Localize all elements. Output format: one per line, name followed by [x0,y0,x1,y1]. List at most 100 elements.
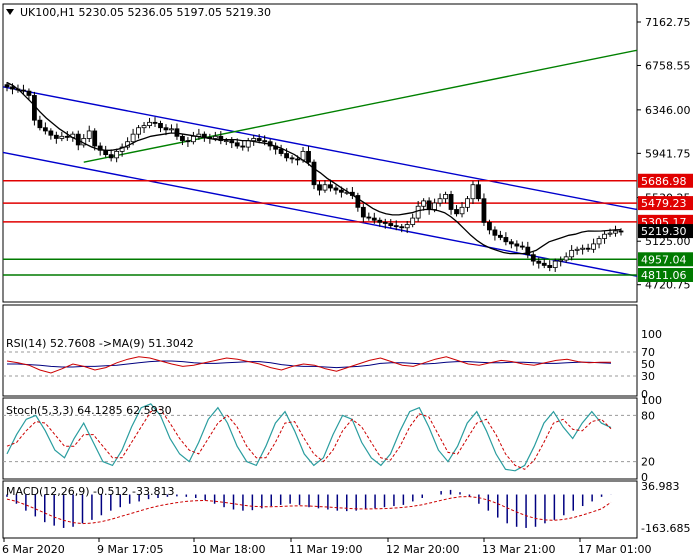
time-axis-label: 12 Mar 20:00 [386,543,459,556]
candle-body [607,232,613,235]
candle-body [410,217,416,225]
support-level-tag [638,252,693,267]
candle-body [388,223,394,227]
channel-upper-line[interactable] [2,86,638,211]
candle-body [212,135,218,139]
candle-body [596,238,602,245]
candle-body [53,134,59,139]
candle-body [585,247,591,250]
candle-body [169,128,174,131]
price-axis-tick-label: 6758.55 [645,59,691,72]
candle-body [21,89,26,92]
candle-body [240,145,246,148]
candle-body [503,237,509,243]
candle-body [262,140,268,143]
candle-body [48,130,54,136]
resistance-level-tag [638,196,693,211]
symbol-dropdown-icon[interactable] [6,9,14,15]
candle-body [59,135,65,139]
candle-body [234,142,240,147]
candle-body [547,265,553,268]
rsi-axis-tick-label: 100 [641,328,662,341]
current-price-label: 5219.30 [641,225,687,238]
candle-body [163,127,169,131]
candle-body [476,184,481,200]
candle-body [443,194,448,200]
time-axis-label: 6 Mar 2020 [2,543,65,556]
candle-body [278,148,284,154]
stoch-indicator-label: Stoch(5,3,3) 64.1285 62.5930 [6,404,172,417]
candle-body [393,225,399,228]
candle-body [602,233,607,239]
candle-body [487,221,492,231]
candle-body [180,135,185,142]
candle-body [256,138,262,142]
candle-body [218,135,224,142]
rsi-ma-line [7,360,612,369]
candle-body [37,119,43,129]
price-axis-tick-label: 7162.75 [645,16,691,29]
candle-body [613,230,618,234]
candle-body [328,184,333,189]
rsi-pane [2,304,638,397]
candle-body [130,133,136,143]
current-price-tag [638,224,693,239]
stoch-k-line [6,403,612,472]
uptrend-line[interactable] [83,49,638,163]
symbol-ohlc-header: UK100,H1 5230.05 5236.05 5197.05 5219.30 [20,6,271,19]
time-axis-label: 11 Mar 19:00 [289,543,362,556]
rsi-indicator-label: RSI(14) 52.7608 ->MA(9) 51.3042 [6,337,194,350]
candle-body [4,84,10,88]
candle-body [114,150,120,159]
candle-body [366,216,372,219]
candle-body [569,249,575,258]
candle-body [223,140,229,143]
stoch-axis-tick-label: 100 [641,394,662,407]
candle-body [26,90,32,96]
candle-body [141,125,147,129]
stoch-axis-tick-label: 20 [641,456,655,469]
candle-body [185,140,191,143]
candle-body [470,184,476,200]
candle-body [42,127,48,132]
macd-pane [2,480,638,539]
candle-body [492,229,498,236]
candle-body [295,158,300,161]
candle-body [289,157,295,160]
support-level-tag [638,267,693,282]
resistance-level-label: 5479.23 [641,197,687,210]
candle-body [399,226,405,229]
macd-signal-line [6,496,612,525]
stoch-axis-tick-label: 80 [641,409,655,422]
candle-body [311,161,317,186]
candle-body [360,206,366,218]
stoch-pane [2,397,638,480]
stoch-axis-tick-label: 0 [641,471,648,484]
candle-body [371,217,377,221]
candle-body [432,202,438,210]
candle-body [152,121,158,124]
channel-lower-line[interactable] [2,151,638,277]
candle-body [530,254,536,262]
rsi-axis-tick-label: 50 [641,358,655,371]
time-axis-label: 13 Mar 21:00 [482,543,555,556]
resistance-level-tag [638,173,693,188]
candle-body [158,123,163,129]
candle-body [421,200,427,207]
candlestick-series [4,81,624,272]
candle-body [284,153,289,159]
candle-body [306,150,311,163]
candle-body [508,241,514,245]
macd-indicator-label: MACD(12,26,9) -0.512 -33.813 [6,485,174,498]
candle-body [459,206,465,215]
candle-body [541,262,547,266]
candle-body [525,246,531,256]
time-axis-label: 10 Mar 18:00 [192,543,265,556]
time-axis-label: 17 Mar 01:00 [578,543,651,556]
candle-body [119,146,125,152]
candle-body [558,259,564,262]
candle-body [103,149,109,156]
candle-body [333,187,339,191]
candle-body [64,135,70,138]
